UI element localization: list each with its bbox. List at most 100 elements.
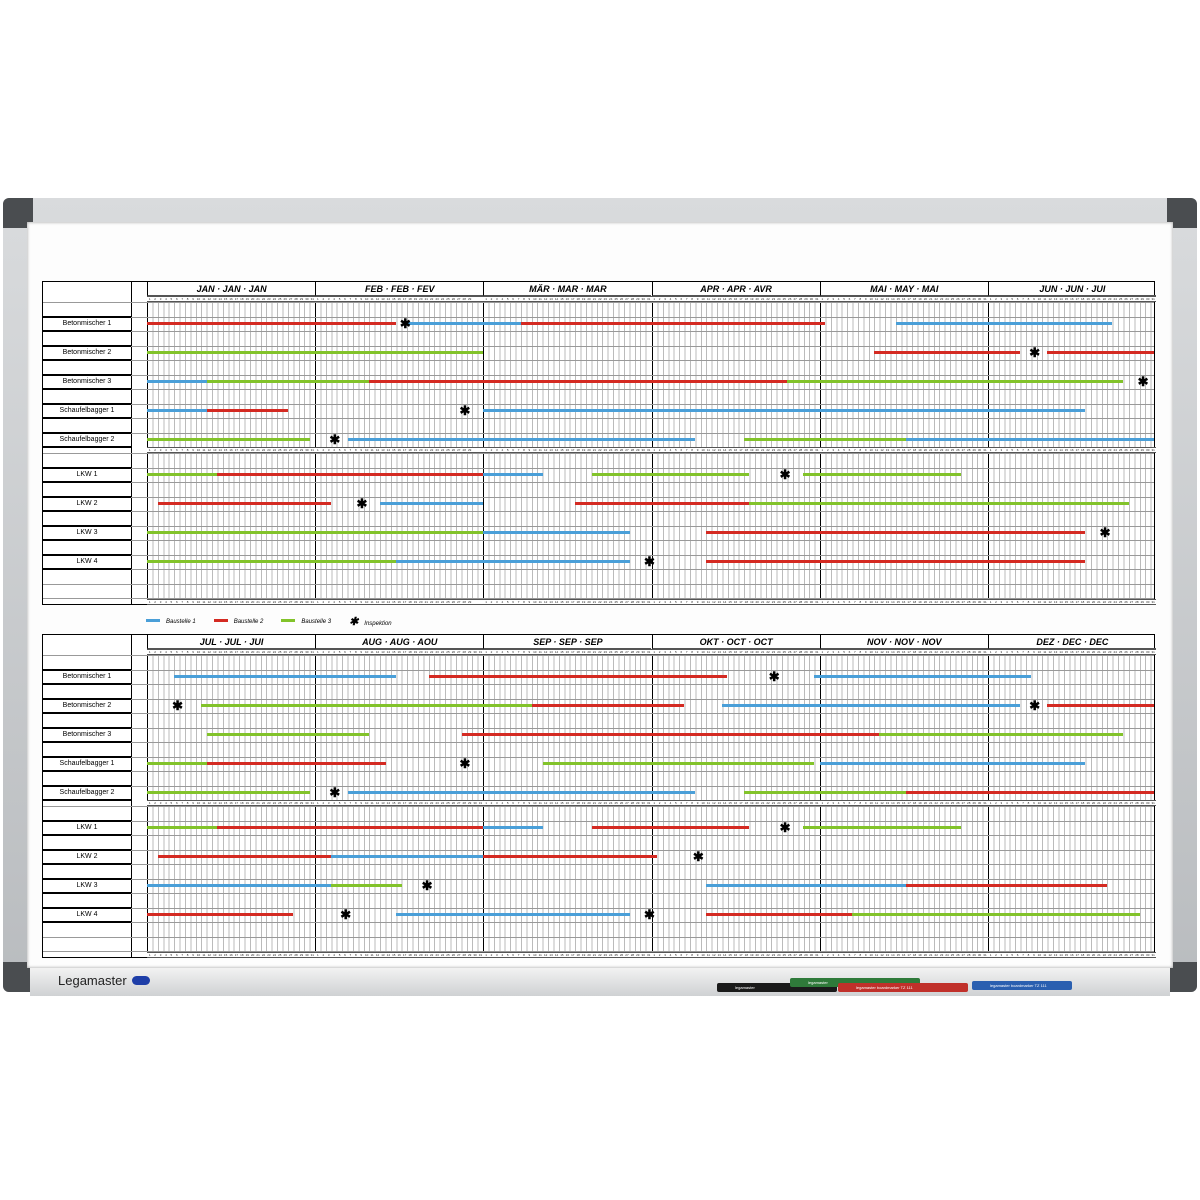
day-number: 4 bbox=[1005, 600, 1008, 604]
grid-line bbox=[43, 806, 1154, 807]
grid-line bbox=[43, 771, 1154, 772]
day-number-row: 1 2 3 4 5 6 7 8 9 10 11 12 13 14 15 16 17 18 19 20 21 22 23 24 2… bbox=[147, 649, 1157, 655]
day-number: 28 bbox=[798, 953, 803, 957]
day-number: 9 bbox=[528, 600, 531, 604]
day-number: 25 bbox=[782, 600, 786, 604]
day-number: 22 bbox=[934, 600, 938, 604]
day-number: 3 bbox=[832, 297, 835, 301]
day-number: 22 bbox=[766, 801, 770, 805]
booking-bar-baustelle-2 bbox=[1047, 351, 1154, 355]
day-number: 2 bbox=[826, 448, 829, 452]
day-number: 2 bbox=[826, 600, 829, 604]
day-number: 6 bbox=[175, 953, 178, 957]
day-number: 3 bbox=[159, 650, 162, 654]
day-number: 27 bbox=[457, 448, 461, 452]
day-number: 19 bbox=[245, 448, 249, 452]
day-number: 30 bbox=[809, 297, 814, 301]
day-number: 21 bbox=[592, 600, 597, 604]
day-number: 26 bbox=[788, 650, 792, 654]
day-number: 5 bbox=[843, 650, 845, 654]
day-number: 28 bbox=[798, 600, 803, 604]
day-number: 5 bbox=[506, 801, 509, 805]
day-number: 23 bbox=[771, 650, 776, 654]
day-number: 20 bbox=[755, 448, 759, 452]
day-number: 2 bbox=[995, 650, 997, 654]
day-number: 31 bbox=[310, 953, 314, 957]
grid-line bbox=[43, 432, 1154, 434]
day-number: 3 bbox=[327, 297, 330, 301]
day-number: 19 bbox=[1086, 650, 1090, 654]
day-number: 11 bbox=[202, 448, 206, 452]
marker-red[interactable]: legamaster boardmarker TZ 111 bbox=[838, 983, 968, 992]
day-number: 31 bbox=[310, 801, 314, 805]
day-number: 5 bbox=[338, 650, 341, 654]
day-number: 26 bbox=[451, 297, 456, 301]
day-number: 19 bbox=[413, 448, 418, 452]
day-number: 19 bbox=[413, 600, 418, 604]
day-number: 16 bbox=[229, 448, 233, 452]
day-number: 25 bbox=[950, 953, 955, 957]
day-number: 23 bbox=[267, 297, 271, 301]
day-number: 6 bbox=[175, 600, 178, 604]
day-number: 22 bbox=[261, 600, 266, 604]
day-number: 13 bbox=[381, 801, 385, 805]
day-number: 4 bbox=[165, 448, 167, 452]
inspection-asterisk-icon: ✱ bbox=[421, 877, 433, 893]
day-number: 23 bbox=[435, 953, 439, 957]
day-number: 16 bbox=[902, 650, 906, 654]
day-number: 23 bbox=[435, 297, 439, 301]
day-number: 14 bbox=[723, 600, 727, 604]
day-number: 31 bbox=[1151, 297, 1155, 301]
day-number: 23 bbox=[939, 448, 944, 452]
day-number: 13 bbox=[381, 448, 385, 452]
day-number: 12 bbox=[207, 801, 211, 805]
marker-green[interactable]: legamaster bbox=[790, 978, 920, 987]
day-number: 17 bbox=[402, 801, 407, 805]
day-number: 25 bbox=[446, 953, 450, 957]
resource-label: LKW 4 bbox=[43, 906, 131, 923]
day-number: 19 bbox=[1086, 297, 1090, 301]
day-number: 11 bbox=[706, 297, 710, 301]
day-number: 23 bbox=[267, 448, 271, 452]
day-number: 6 bbox=[175, 801, 178, 805]
day-number: 26 bbox=[283, 297, 287, 301]
day-number: 21 bbox=[760, 448, 765, 452]
day-number: 12 bbox=[880, 600, 884, 604]
day-number: 12 bbox=[543, 600, 548, 604]
day-number: 19 bbox=[918, 297, 922, 301]
day-number: 11 bbox=[370, 600, 374, 604]
marker-black[interactable]: legamaster bbox=[717, 983, 837, 992]
day-number: 30 bbox=[641, 801, 645, 805]
day-number: 4 bbox=[669, 650, 672, 654]
day-number: 2 bbox=[490, 801, 493, 805]
month-header: NOV · NOV · NOV bbox=[819, 635, 988, 649]
day-number: 13 bbox=[885, 801, 890, 805]
day-number: 18 bbox=[912, 650, 917, 654]
day-number: 6 bbox=[344, 600, 346, 604]
day-number: 21 bbox=[760, 297, 765, 301]
grid-line bbox=[43, 835, 1154, 836]
day-number: 2 bbox=[995, 953, 997, 957]
day-number: 30 bbox=[977, 600, 982, 604]
day-number: 17 bbox=[402, 297, 407, 301]
day-number: 26 bbox=[1124, 600, 1128, 604]
day-number: 15 bbox=[728, 448, 732, 452]
day-number: 30 bbox=[305, 953, 309, 957]
day-number: 30 bbox=[809, 600, 814, 604]
day-number: 29 bbox=[636, 650, 640, 654]
day-number: 7 bbox=[685, 801, 688, 805]
day-number: 12 bbox=[712, 650, 716, 654]
marker-blue[interactable]: legamaster boardmarker TZ 111 bbox=[972, 981, 1072, 990]
day-number: 15 bbox=[560, 297, 564, 301]
day-number: 9 bbox=[1033, 448, 1035, 452]
day-number: 14 bbox=[554, 297, 559, 301]
day-number: 6 bbox=[848, 448, 851, 452]
day-number: 3 bbox=[159, 297, 162, 301]
day-number: 15 bbox=[1064, 448, 1069, 452]
day-number: 21 bbox=[592, 801, 597, 805]
day-number: 4 bbox=[1005, 953, 1008, 957]
day-number: 29 bbox=[972, 448, 976, 452]
day-number: 16 bbox=[397, 650, 401, 654]
day-number: 7 bbox=[181, 448, 184, 452]
day-number: 3 bbox=[496, 600, 498, 604]
